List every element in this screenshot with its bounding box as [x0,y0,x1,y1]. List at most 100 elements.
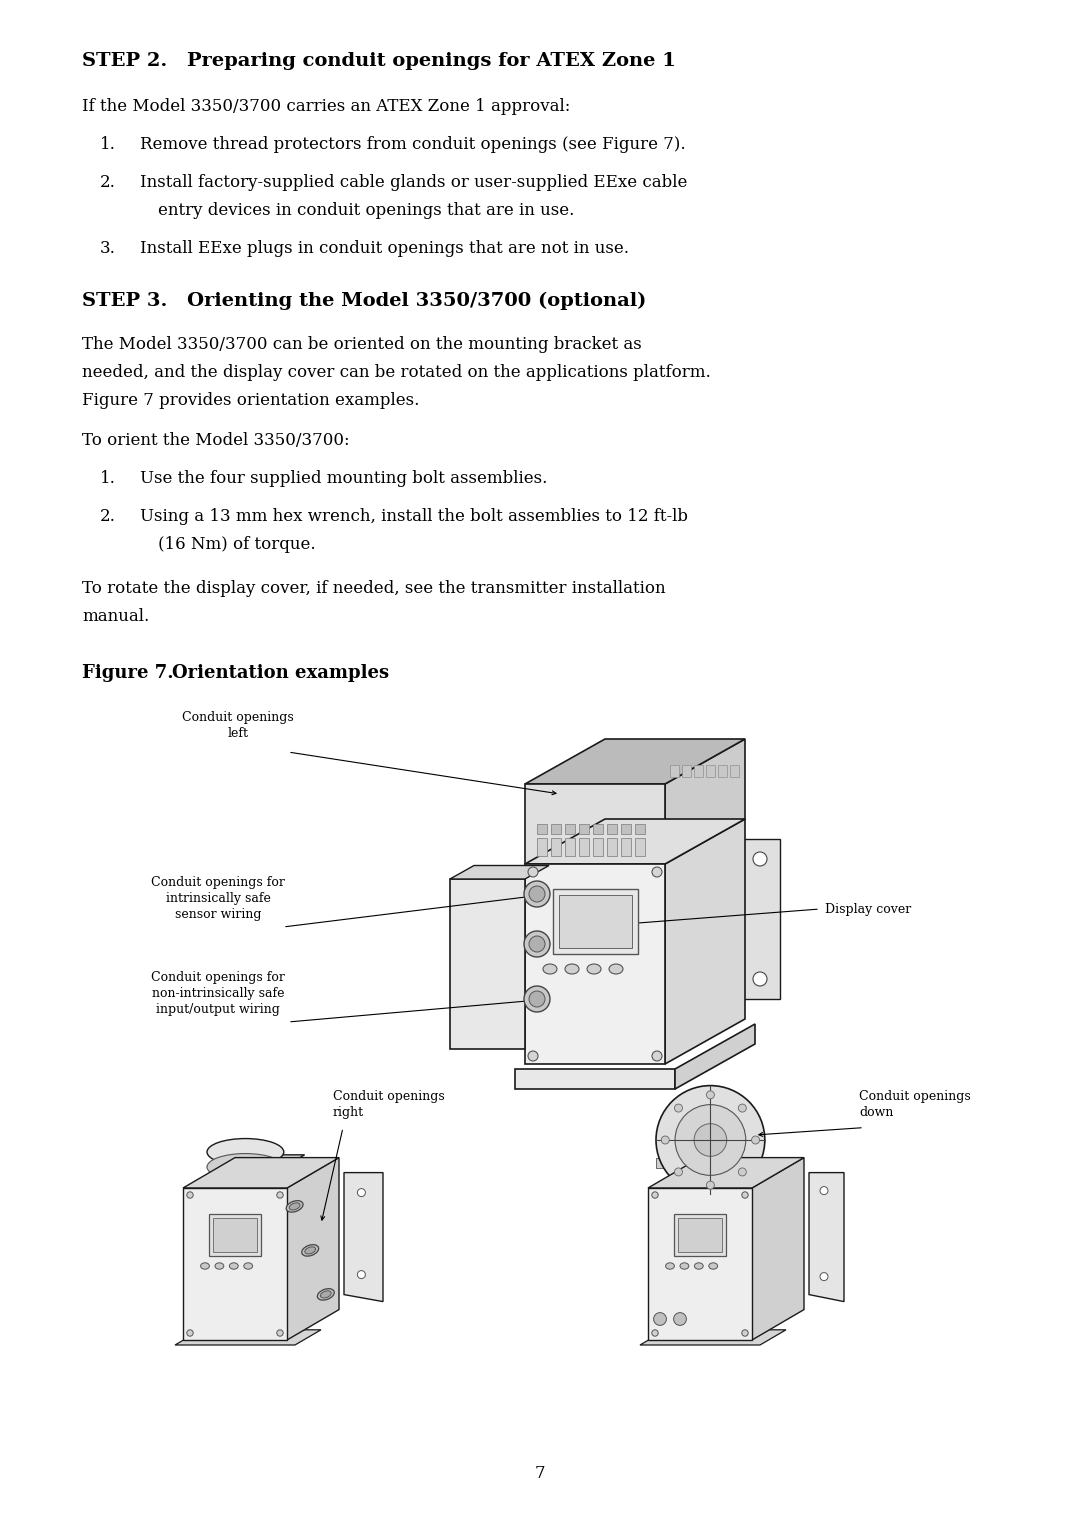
Circle shape [739,1104,746,1112]
Bar [621,838,631,856]
Circle shape [752,1136,759,1144]
Text: 2.: 2. [100,174,116,191]
Circle shape [675,1104,683,1112]
Circle shape [675,1104,746,1176]
Circle shape [653,1312,666,1326]
Polygon shape [450,879,525,1049]
Bar [565,838,575,856]
Polygon shape [648,1188,752,1339]
Circle shape [524,986,550,1012]
Polygon shape [665,820,745,1064]
Polygon shape [525,739,745,784]
Circle shape [528,1050,538,1061]
Ellipse shape [565,963,579,974]
Circle shape [753,852,767,865]
Ellipse shape [708,1263,717,1269]
Circle shape [739,1168,746,1176]
Text: Conduit openings: Conduit openings [859,1090,971,1102]
Circle shape [528,867,538,878]
Polygon shape [675,1024,755,1089]
Polygon shape [183,1188,287,1339]
Bar [730,764,739,777]
Text: Orienting the Model 3350/3700 (optional): Orienting the Model 3350/3700 (optional) [187,292,646,310]
Text: left: left [228,726,248,740]
Text: Display cover: Display cover [825,902,912,916]
Text: 3.: 3. [100,240,116,257]
Ellipse shape [229,1263,239,1269]
Text: Conduit openings: Conduit openings [333,1090,445,1102]
Ellipse shape [305,1246,315,1254]
Polygon shape [656,1157,765,1168]
Ellipse shape [215,1263,224,1269]
Circle shape [661,1136,670,1144]
Text: To orient the Model 3350/3700:: To orient the Model 3350/3700: [82,433,350,450]
Circle shape [675,1168,683,1176]
Circle shape [529,936,545,953]
Bar [565,824,575,833]
Polygon shape [525,784,665,864]
Circle shape [820,1272,828,1281]
Polygon shape [525,820,745,864]
Ellipse shape [665,1263,674,1269]
Bar [593,824,603,833]
Circle shape [357,1188,365,1197]
Text: The Model 3350/3700 can be oriented on the mounting bracket as: The Model 3350/3700 can be oriented on t… [82,336,642,353]
Text: STEP 2.: STEP 2. [82,52,167,70]
Polygon shape [740,839,780,998]
Bar [551,838,561,856]
Bar [558,894,632,948]
Bar [553,888,637,954]
Bar [607,838,617,856]
Bar [694,764,703,777]
Bar [681,764,691,777]
Text: Orientation examples: Orientation examples [172,664,389,682]
Bar [607,824,617,833]
Bar [579,824,589,833]
Ellipse shape [207,1153,284,1180]
Circle shape [187,1191,193,1199]
Ellipse shape [289,1203,300,1209]
Text: sensor wiring: sensor wiring [175,908,261,920]
Circle shape [706,1180,714,1190]
Bar [706,764,715,777]
Ellipse shape [543,963,557,974]
Text: STEP 3.: STEP 3. [82,292,167,310]
Polygon shape [809,1173,843,1301]
Text: Using a 13 mm hex wrench, install the bolt assemblies to 12 ft-lb: Using a 13 mm hex wrench, install the bo… [140,508,688,524]
Circle shape [524,881,550,907]
Ellipse shape [286,1200,303,1212]
Polygon shape [752,1157,804,1339]
Circle shape [656,1086,765,1194]
Text: 2.: 2. [100,508,116,524]
Text: Remove thread protectors from conduit openings (see Figure 7).: Remove thread protectors from conduit op… [140,136,686,153]
Bar [635,824,645,833]
Text: intrinsically safe: intrinsically safe [165,891,270,905]
Circle shape [652,867,662,878]
Circle shape [187,1330,193,1336]
Text: entry devices in conduit openings that are in use.: entry devices in conduit openings that a… [158,202,575,219]
Bar [210,1214,261,1255]
Ellipse shape [301,1245,319,1257]
Circle shape [529,991,545,1008]
Ellipse shape [694,1263,703,1269]
Polygon shape [515,1069,675,1089]
Text: needed, and the display cover can be rotated on the applications platform.: needed, and the display cover can be rot… [82,364,711,381]
Circle shape [276,1330,283,1336]
Ellipse shape [680,1263,689,1269]
Circle shape [753,972,767,986]
Polygon shape [525,864,665,1064]
Text: manual.: manual. [82,609,149,625]
Polygon shape [640,1330,786,1346]
Text: 1.: 1. [100,469,116,488]
Polygon shape [648,1157,804,1188]
Bar [678,1219,723,1252]
Circle shape [674,1312,687,1326]
Text: down: down [859,1105,893,1119]
Bar [621,824,631,833]
Text: right: right [333,1105,364,1119]
Circle shape [652,1191,658,1199]
Bar [579,838,589,856]
Text: input/output wiring: input/output wiring [157,1003,280,1015]
Polygon shape [207,1154,305,1167]
Text: non-intrinsically safe: non-intrinsically safe [152,988,284,1000]
